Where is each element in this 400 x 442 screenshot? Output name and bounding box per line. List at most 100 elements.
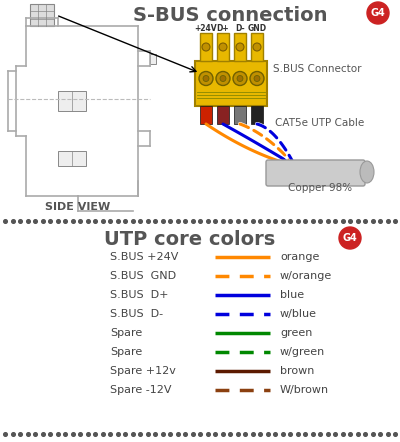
- Point: [212, 217, 218, 225]
- Point: [332, 431, 338, 438]
- Point: [77, 217, 83, 225]
- Point: [317, 217, 323, 225]
- Point: [279, 431, 286, 438]
- Point: [92, 431, 98, 438]
- Point: [347, 431, 353, 438]
- Point: [347, 217, 353, 225]
- Text: GND: GND: [248, 24, 266, 33]
- Circle shape: [199, 72, 213, 85]
- Point: [324, 217, 331, 225]
- Point: [189, 431, 196, 438]
- Point: [159, 217, 166, 225]
- FancyBboxPatch shape: [58, 91, 86, 111]
- Text: D+: D+: [217, 24, 229, 33]
- Point: [189, 217, 196, 225]
- Point: [362, 217, 368, 225]
- Point: [84, 217, 91, 225]
- Point: [47, 217, 53, 225]
- Text: Spare: Spare: [110, 347, 142, 357]
- Text: UTP core colors: UTP core colors: [104, 230, 276, 249]
- Point: [294, 431, 301, 438]
- Point: [174, 431, 181, 438]
- Text: W/brown: W/brown: [280, 385, 329, 395]
- Point: [354, 217, 361, 225]
- Circle shape: [250, 72, 264, 85]
- FancyBboxPatch shape: [200, 106, 212, 124]
- Text: Spare: Spare: [110, 328, 142, 338]
- Point: [339, 431, 346, 438]
- Point: [159, 431, 166, 438]
- Point: [309, 431, 316, 438]
- Point: [32, 431, 38, 438]
- Point: [62, 217, 68, 225]
- Point: [227, 431, 233, 438]
- Text: +24V: +24V: [195, 24, 217, 33]
- Point: [77, 431, 83, 438]
- Text: w/blue: w/blue: [280, 309, 317, 319]
- Point: [219, 217, 226, 225]
- Point: [287, 431, 293, 438]
- Point: [107, 431, 113, 438]
- Point: [167, 217, 173, 225]
- Point: [182, 217, 188, 225]
- Point: [62, 431, 68, 438]
- Text: CAT5e UTP Cable: CAT5e UTP Cable: [275, 118, 364, 128]
- Point: [129, 217, 136, 225]
- Point: [272, 431, 278, 438]
- Point: [9, 431, 16, 438]
- Point: [369, 431, 376, 438]
- Circle shape: [367, 2, 389, 24]
- Point: [384, 431, 391, 438]
- Circle shape: [254, 76, 260, 81]
- Point: [2, 217, 8, 225]
- Text: brown: brown: [280, 366, 314, 376]
- Point: [234, 217, 241, 225]
- Point: [212, 431, 218, 438]
- Text: S.BUS  D-: S.BUS D-: [110, 309, 163, 319]
- Point: [249, 431, 256, 438]
- FancyBboxPatch shape: [251, 106, 263, 124]
- Point: [392, 431, 398, 438]
- Point: [294, 217, 301, 225]
- Point: [99, 217, 106, 225]
- Text: w/green: w/green: [280, 347, 325, 357]
- Circle shape: [203, 76, 209, 81]
- Point: [174, 217, 181, 225]
- Text: w/orange: w/orange: [280, 271, 332, 281]
- FancyBboxPatch shape: [266, 160, 365, 186]
- FancyBboxPatch shape: [217, 33, 229, 61]
- Point: [362, 431, 368, 438]
- Point: [54, 217, 61, 225]
- Circle shape: [237, 76, 243, 81]
- Point: [287, 217, 293, 225]
- Point: [204, 217, 211, 225]
- Point: [84, 431, 91, 438]
- Point: [242, 431, 248, 438]
- Point: [377, 431, 383, 438]
- Point: [227, 217, 233, 225]
- Point: [309, 217, 316, 225]
- Point: [137, 217, 143, 225]
- Text: S.BUS +24V: S.BUS +24V: [110, 252, 178, 262]
- Point: [257, 217, 263, 225]
- Point: [47, 431, 53, 438]
- Point: [354, 431, 361, 438]
- Point: [392, 217, 398, 225]
- Text: G4: G4: [371, 8, 385, 18]
- Point: [264, 431, 271, 438]
- Point: [107, 217, 113, 225]
- Text: D-: D-: [235, 24, 245, 33]
- Text: Spare +12v: Spare +12v: [110, 366, 176, 376]
- Point: [92, 217, 98, 225]
- Circle shape: [233, 72, 247, 85]
- Point: [39, 217, 46, 225]
- Point: [9, 217, 16, 225]
- FancyBboxPatch shape: [251, 33, 263, 61]
- Point: [249, 217, 256, 225]
- Text: green: green: [280, 328, 312, 338]
- Point: [302, 431, 308, 438]
- Text: blue: blue: [280, 290, 304, 300]
- Point: [152, 217, 158, 225]
- Point: [54, 431, 61, 438]
- Point: [39, 431, 46, 438]
